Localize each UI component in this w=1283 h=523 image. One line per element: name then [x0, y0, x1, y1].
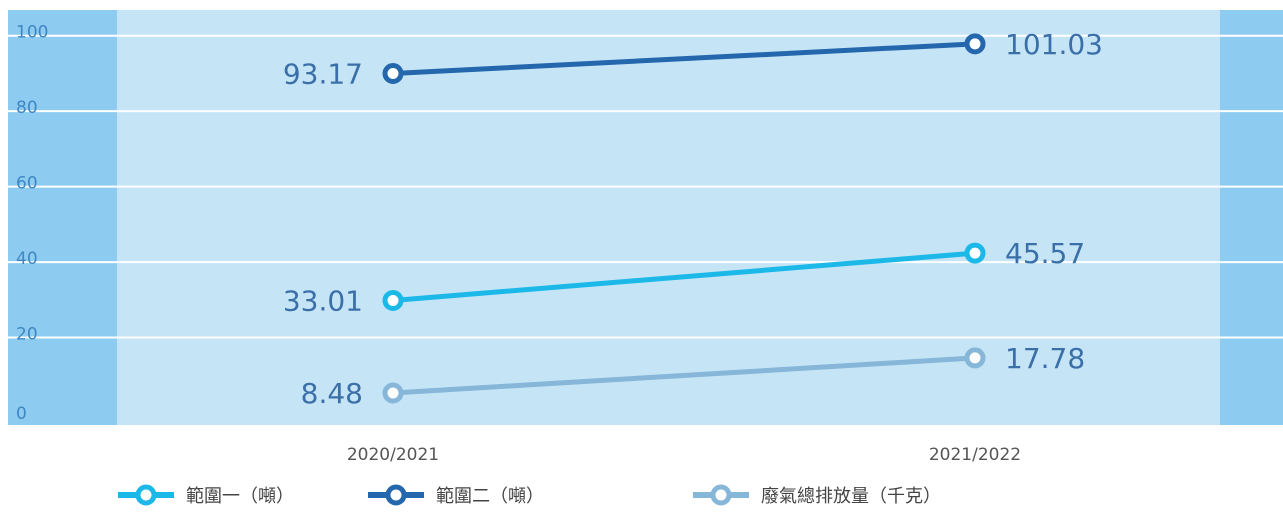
- data-label: 8.48: [301, 377, 363, 410]
- data-point: [964, 33, 986, 55]
- data-label: 101.03: [1005, 28, 1103, 61]
- gridlines: [8, 34, 1283, 339]
- y-tick-label: 40: [16, 249, 38, 269]
- data-point: [382, 382, 404, 404]
- series-lines: 33.01 45.57 93.17 101.03 8.48 17.78: [283, 28, 1103, 410]
- legend-label: 範圍二（噸）: [436, 486, 544, 507]
- y-tick-label: 60: [16, 174, 38, 194]
- y-tick-label: 20: [16, 325, 38, 345]
- legend-point-marker: [385, 484, 407, 506]
- legend-entry-2: 範圍二（噸）: [368, 484, 544, 507]
- legend: 範圍一（噸） 範圍二（噸） 廢氣總排放量（千克）: [118, 484, 941, 507]
- series-3: 8.48 17.78: [301, 342, 1086, 410]
- series-line: [390, 355, 978, 396]
- y-tick-label: 100: [16, 23, 48, 43]
- data-label: 45.57: [1005, 237, 1085, 270]
- x-tick-label: 2021/2022: [929, 445, 1021, 465]
- y-tick-label: 0: [16, 404, 27, 424]
- series-2: 93.17 101.03: [283, 28, 1103, 91]
- series-line: [390, 250, 978, 303]
- data-point: [382, 289, 404, 311]
- data-point: [964, 242, 986, 264]
- data-point: [964, 347, 986, 369]
- series-line: [390, 41, 978, 76]
- inner-band: [117, 10, 1220, 425]
- data-point: [382, 62, 404, 84]
- legend-entry-1: 範圍一（噸）: [118, 484, 294, 507]
- series-1: 33.01 45.57: [283, 237, 1085, 317]
- data-label: 17.78: [1005, 342, 1085, 375]
- x-tick-label: 2020/2021: [347, 445, 439, 465]
- legend-entry-3: 廢氣總排放量（千克）: [693, 484, 941, 507]
- data-label: 33.01: [283, 284, 363, 317]
- x-axis-ticks: 2020/2021 2021/2022: [347, 445, 1021, 465]
- legend-label: 廢氣總排放量（千克）: [761, 486, 941, 507]
- y-tick-label: 80: [16, 98, 38, 118]
- legend-label: 範圍一（噸）: [186, 486, 294, 507]
- legend-point-marker: [710, 484, 732, 506]
- data-label: 93.17: [283, 57, 363, 90]
- legend-point-marker: [135, 484, 157, 506]
- y-axis-ticks: 0 20 40 60 80 100: [16, 23, 48, 424]
- plot-background: [8, 10, 1283, 425]
